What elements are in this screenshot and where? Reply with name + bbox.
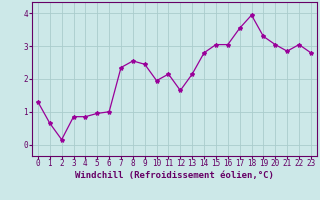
- X-axis label: Windchill (Refroidissement éolien,°C): Windchill (Refroidissement éolien,°C): [75, 171, 274, 180]
